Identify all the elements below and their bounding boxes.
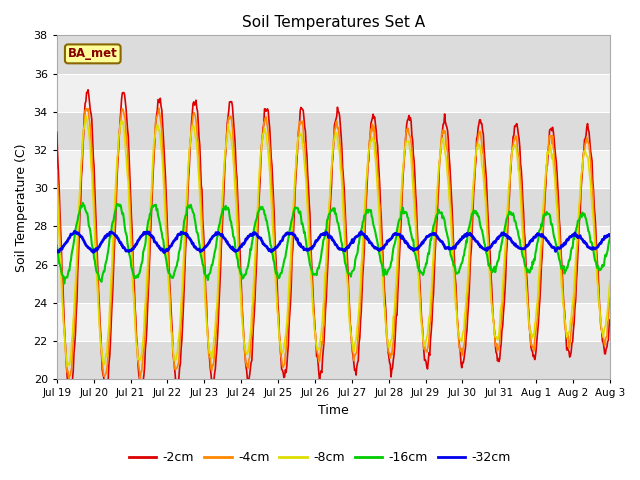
X-axis label: Time: Time <box>318 404 349 417</box>
Bar <box>57 227 610 265</box>
Bar <box>57 341 610 379</box>
Bar <box>57 112 610 150</box>
Text: BA_met: BA_met <box>68 48 118 60</box>
Y-axis label: Soil Temperature (C): Soil Temperature (C) <box>15 143 28 272</box>
Bar <box>57 265 610 303</box>
Bar <box>57 188 610 227</box>
Bar <box>57 36 610 73</box>
Bar <box>57 73 610 112</box>
Bar <box>57 303 610 341</box>
Bar <box>57 150 610 188</box>
Title: Soil Temperatures Set A: Soil Temperatures Set A <box>242 15 425 30</box>
Legend: -2cm, -4cm, -8cm, -16cm, -32cm: -2cm, -4cm, -8cm, -16cm, -32cm <box>124 446 516 469</box>
